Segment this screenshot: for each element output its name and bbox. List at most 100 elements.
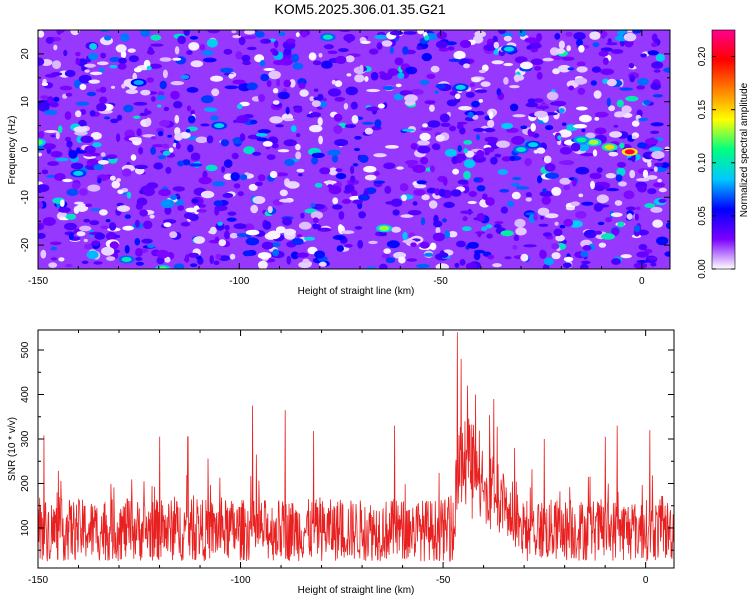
heatmap-texture — [341, 199, 352, 204]
heatmap-texture — [223, 48, 233, 55]
heatmap-feature-6 — [157, 266, 168, 269]
heatmap-texture — [462, 216, 468, 222]
heatmap-texture — [559, 224, 566, 229]
heatmap-texture — [174, 133, 183, 141]
heatmap-texture — [75, 110, 82, 118]
heatmap-texture — [373, 180, 386, 184]
heatmap-texture — [594, 111, 609, 118]
heatmap-texture — [484, 136, 498, 143]
heatmap-texture — [483, 44, 497, 52]
heatmap-texture — [478, 69, 486, 74]
heatmap-texture — [572, 179, 577, 187]
heatmap-texture — [456, 123, 464, 130]
heatmap-texture — [109, 65, 118, 69]
heatmap-texture — [159, 57, 172, 62]
heatmap-texture — [511, 191, 521, 200]
heatmap-texture — [563, 256, 574, 262]
heatmap-feature-0 — [38, 139, 43, 145]
heatmap-texture — [218, 255, 231, 261]
heatmap-texture — [104, 35, 112, 41]
heatmap-texture — [38, 30, 45, 38]
heatmap-texture — [575, 211, 587, 219]
heatmap-texture — [102, 157, 108, 161]
heatmap-texture — [642, 169, 649, 179]
heatmap-area — [38, 30, 670, 269]
heatmap-texture — [109, 56, 121, 63]
heatmap-texture — [212, 181, 226, 187]
colorbar-tick-label: 0.00 — [697, 259, 708, 279]
heatmap-texture — [143, 220, 153, 230]
heatmap-texture — [611, 227, 619, 237]
heatmap-texture — [563, 184, 571, 191]
heatmap-texture — [429, 165, 435, 173]
heatmap-texture — [106, 256, 116, 261]
heatmap-texture — [296, 252, 309, 258]
heatmap-texture — [275, 172, 289, 177]
heatmap-texture — [580, 250, 589, 258]
heatmap-texture — [236, 115, 249, 124]
heatmap-texture — [332, 197, 339, 205]
heatmap-texture — [65, 213, 77, 220]
heatmap-texture — [81, 260, 89, 264]
heatmap-texture — [410, 242, 417, 247]
heatmap-texture — [526, 45, 532, 50]
heatmap-texture — [424, 100, 436, 105]
heatmap-texture — [196, 209, 207, 213]
heatmap-texture — [390, 198, 403, 207]
heatmap-texture — [45, 36, 54, 44]
heatmap-texture — [581, 260, 591, 265]
snr-x-tick-label: -50 — [436, 575, 451, 586]
colorbar-ticks: 0.00 0.05 0.10 0.15 0.20 — [697, 46, 735, 279]
heatmap-texture — [483, 147, 495, 153]
heatmap-texture — [473, 128, 486, 132]
heatmap-texture — [105, 219, 111, 223]
heatmap-texture — [454, 262, 460, 268]
heatmap-texture — [160, 199, 175, 209]
heatmap-texture — [545, 172, 559, 179]
heatmap-texture — [636, 85, 646, 90]
heatmap-texture — [633, 262, 648, 269]
heatmap-texture — [645, 138, 659, 145]
heatmap-texture — [241, 54, 251, 62]
heatmap-texture — [454, 93, 461, 100]
heatmap-texture — [499, 189, 510, 193]
heatmap-texture — [92, 240, 100, 247]
heatmap-texture — [651, 61, 664, 69]
heatmap-texture — [299, 89, 309, 97]
heatmap-texture — [554, 33, 561, 40]
heatmap-texture — [552, 100, 567, 107]
heatmap-texture — [636, 206, 641, 210]
heatmap-texture — [616, 167, 626, 177]
heatmap-texture — [40, 95, 49, 100]
heatmap-texture — [68, 150, 78, 159]
heatmap-texture — [460, 210, 474, 214]
heatmap-texture — [462, 185, 470, 194]
heatmap-texture — [124, 214, 131, 219]
heatmap-texture — [89, 220, 100, 226]
heatmap-texture — [533, 213, 538, 221]
heatmap-texture — [358, 194, 370, 201]
heatmap-texture — [658, 187, 668, 193]
snr-y-tick-label: 200 — [20, 475, 31, 492]
heatmap-texture — [598, 50, 609, 57]
heatmap-texture — [198, 176, 212, 185]
heatmap-texture — [451, 156, 459, 165]
heatmap-texture — [66, 140, 73, 148]
heatmap-texture — [637, 184, 647, 193]
heatmap-texture — [416, 180, 427, 185]
heatmap-texture — [242, 250, 253, 257]
heatmap-texture — [76, 147, 81, 153]
spectrogram-y-tick-label: 20 — [20, 48, 31, 60]
heatmap-texture — [486, 233, 493, 239]
heatmap-texture — [317, 93, 324, 100]
heatmap-texture — [558, 108, 565, 114]
heatmap-texture — [465, 262, 478, 269]
heatmap-texture — [284, 158, 295, 167]
heatmap-texture — [87, 184, 101, 192]
heatmap-texture — [250, 119, 258, 125]
heatmap-texture — [53, 96, 60, 102]
heatmap-texture — [614, 111, 626, 117]
heatmap-texture — [227, 211, 237, 216]
heatmap-texture — [435, 263, 449, 269]
heatmap-texture — [504, 256, 512, 260]
